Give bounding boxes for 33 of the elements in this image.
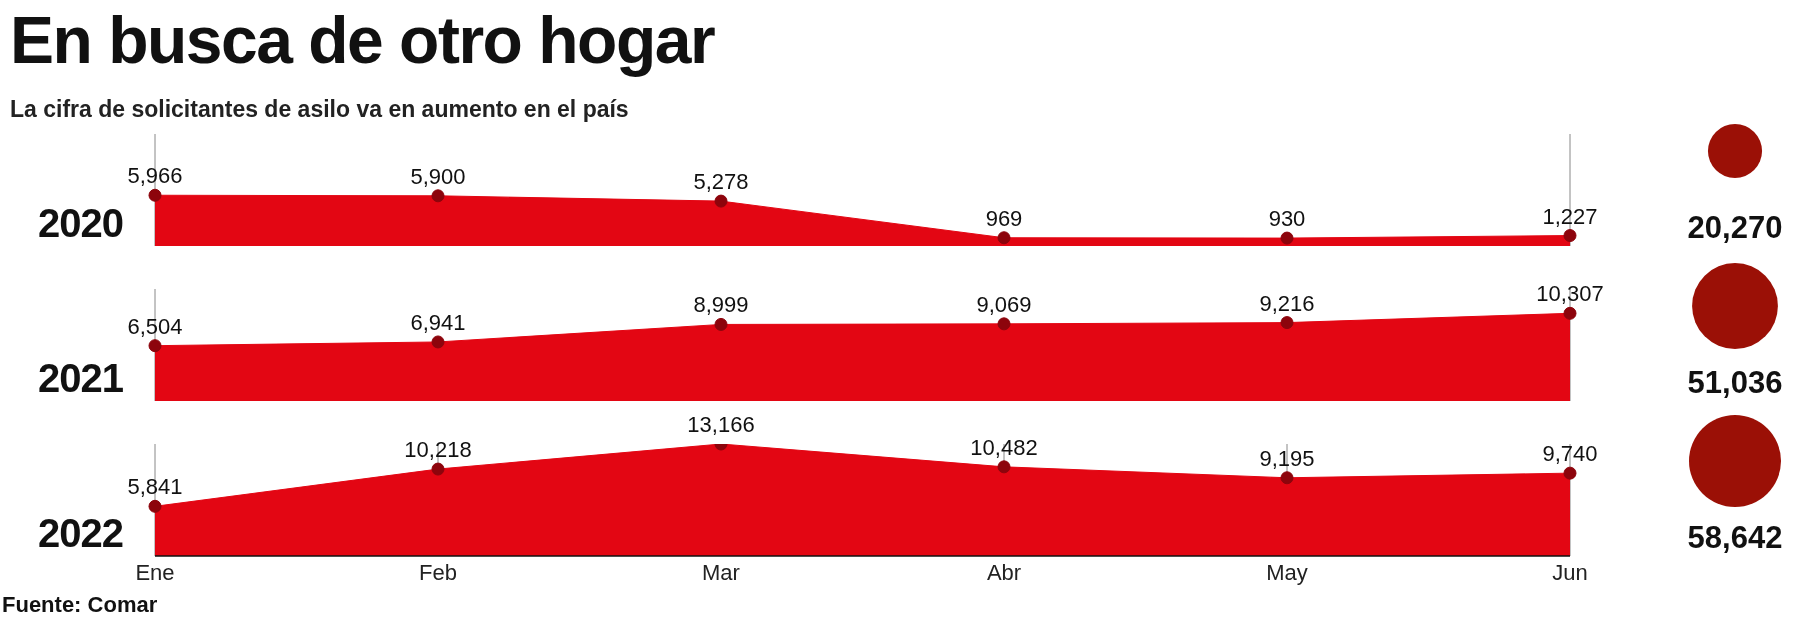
y-axis-title: 2022 <box>38 511 123 556</box>
data-label: 5,900 <box>410 163 466 189</box>
data-label: 9,216 <box>1259 290 1315 316</box>
data-label: 5,841 <box>127 474 183 500</box>
data-label: 5,278 <box>693 169 749 195</box>
x-tick-label: Mar <box>702 559 740 585</box>
data-label: 6,504 <box>127 313 183 339</box>
x-tick-label: Ene <box>135 559 175 585</box>
data-label: 930 <box>1268 206 1306 232</box>
data-label: 10,482 <box>970 434 1038 460</box>
data-label: 51,036 <box>1687 365 1783 400</box>
x-tick-label: Feb <box>419 559 457 585</box>
x-tick-label: Abr <box>986 559 1022 585</box>
data-label: 1,227 <box>1542 203 1598 229</box>
data-label: 9,069 <box>976 291 1032 317</box>
x-tick-label: Jun <box>1552 559 1588 585</box>
chart-title: En busca de otro hogar <box>10 2 715 78</box>
data-label: 969 <box>985 205 1023 231</box>
data-label: 10,218 <box>404 437 472 463</box>
data-label: 9,740 <box>1542 441 1598 467</box>
data-label: 6,941 <box>410 309 466 335</box>
y-axis-title: 2020 <box>38 201 123 246</box>
data-label: 20,270 <box>1687 210 1783 245</box>
data-label: 13,166 <box>687 412 755 437</box>
data-label: 5,966 <box>127 163 183 189</box>
data-label: 10,307 <box>1536 281 1604 307</box>
chart-subtitle: La cifra de solicitantes de asilo va en aumento en el país <box>10 96 629 123</box>
x-tick-label: May <box>1266 559 1308 585</box>
source-note: Fuente: Comar <box>2 592 158 618</box>
data-label: 9,195 <box>1259 445 1315 471</box>
y-axis-title: 2021 <box>38 356 123 401</box>
data-label: 58,642 <box>1687 520 1783 555</box>
data-label: 8,999 <box>693 292 749 318</box>
